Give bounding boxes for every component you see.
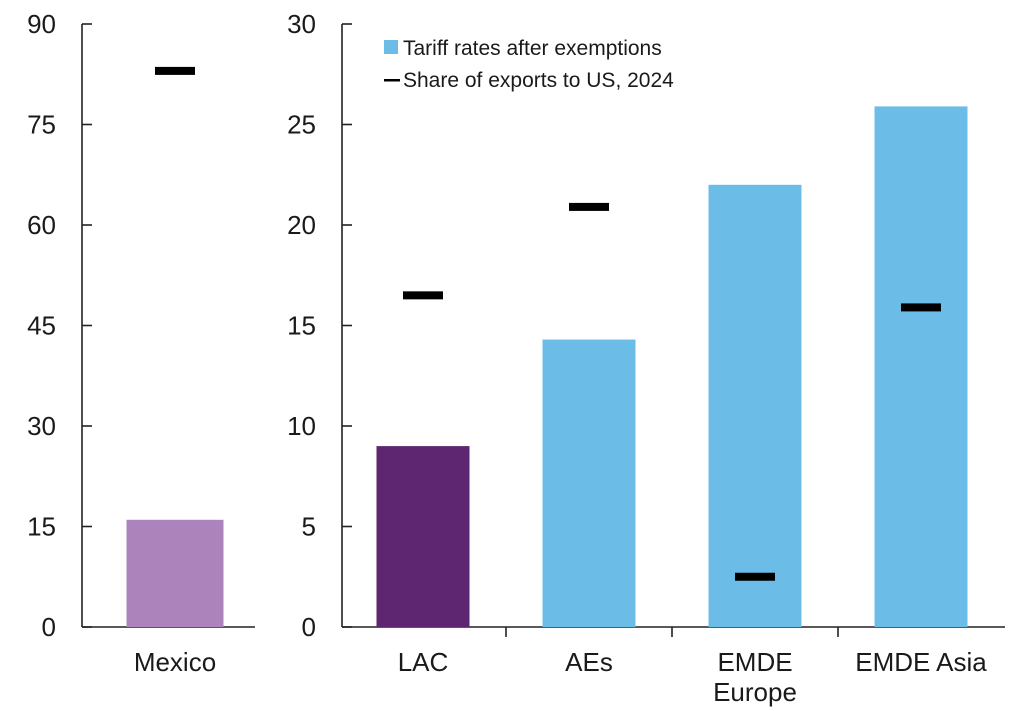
right-panel-y-tick-label: 10 — [287, 411, 316, 441]
marker-3 — [901, 303, 941, 312]
marker-1 — [569, 202, 609, 211]
category-label: Europe — [713, 677, 797, 707]
right-panel-y-tick-label: 30 — [287, 9, 316, 39]
left-panel-y-tick-label: 30 — [27, 411, 56, 441]
marker-0 — [155, 66, 195, 75]
bar-0 — [126, 519, 224, 627]
legend-swatch — [384, 79, 400, 82]
legend-swatch — [384, 40, 398, 54]
left-panel-y-tick-label: 90 — [27, 9, 56, 39]
legend-label: Tariff rates after exemptions — [403, 37, 662, 60]
bar-0 — [376, 446, 470, 627]
marker-2 — [735, 572, 775, 581]
category-label: EMDE — [717, 647, 792, 677]
category-label: LAC — [398, 647, 449, 677]
right-panel-y-tick-label: 20 — [287, 210, 316, 240]
right-panel-y-tick-label: 25 — [287, 110, 316, 140]
bar-3 — [874, 106, 968, 627]
category-label: Mexico — [134, 647, 216, 677]
left-panel-y-tick-label: 75 — [27, 110, 56, 140]
left-panel-y-tick-label: 45 — [27, 311, 56, 341]
category-label: AEs — [565, 647, 613, 677]
bar-2 — [708, 184, 802, 628]
left-panel-y-tick-label: 60 — [27, 210, 56, 240]
category-label: EMDE Asia — [855, 647, 987, 677]
right-panel-y-tick-label: 0 — [302, 612, 316, 642]
bar-1 — [542, 339, 636, 627]
left-panel-y-tick-label: 0 — [42, 612, 56, 642]
left-panel-y-tick-label: 15 — [27, 512, 56, 542]
legend-label: Share of exports to US, 2024 — [403, 69, 674, 92]
marker-0 — [403, 291, 443, 300]
right-panel-y-tick-label: 5 — [302, 512, 316, 542]
right-panel-y-tick-label: 15 — [287, 311, 316, 341]
